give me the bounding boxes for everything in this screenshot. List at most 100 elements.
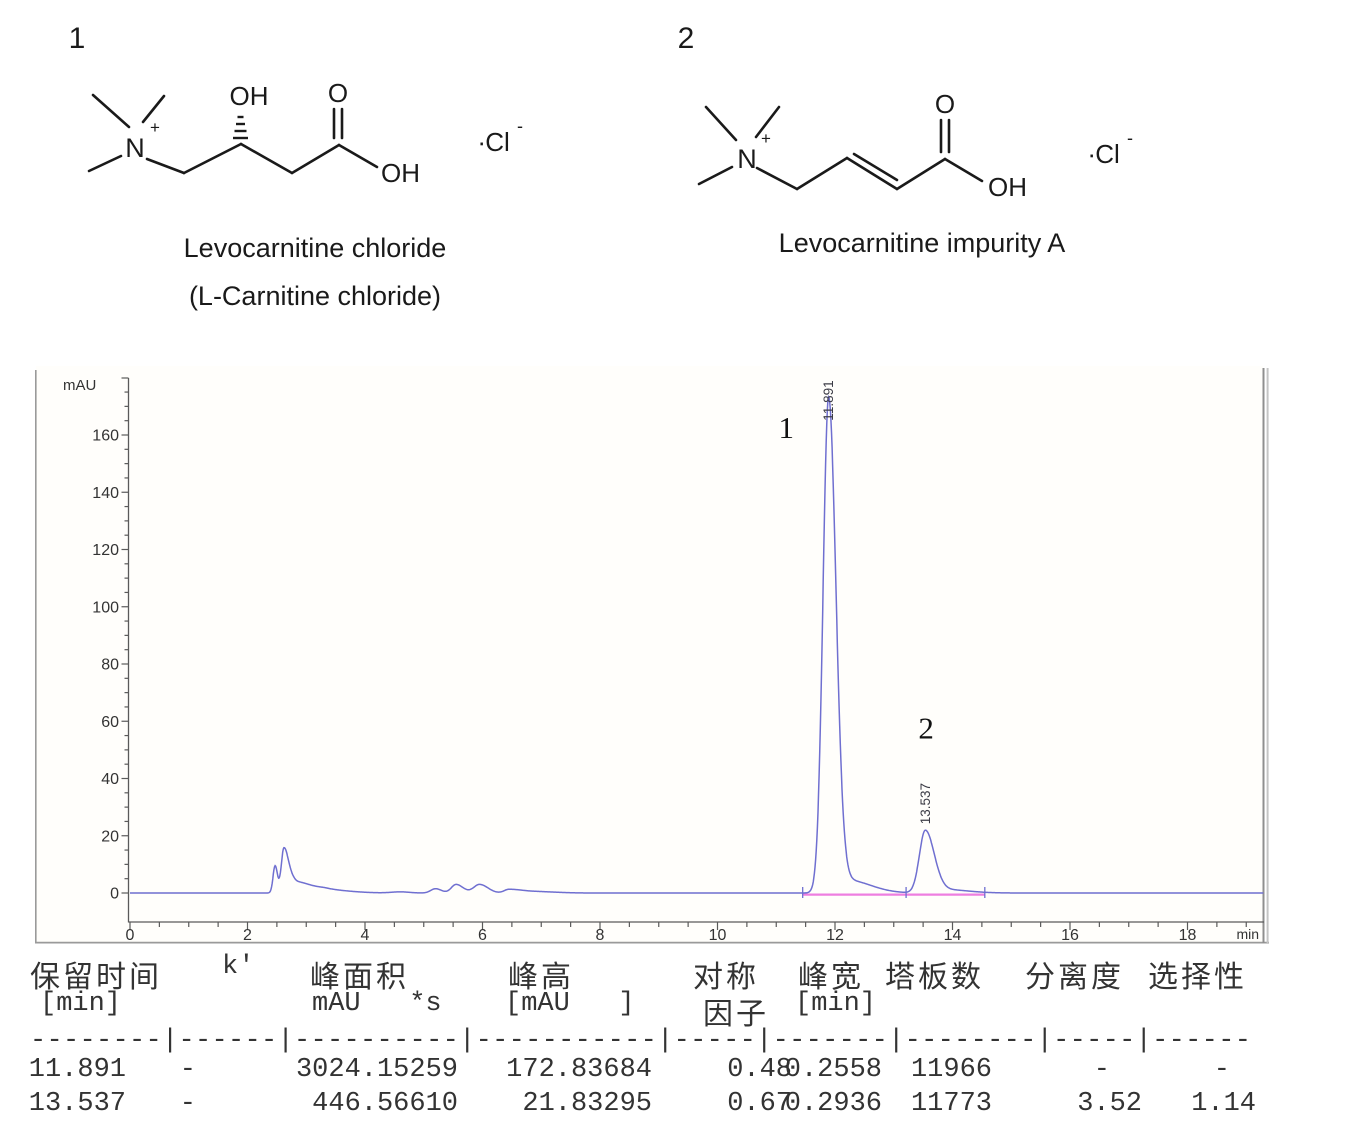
stereo-dashed-wedge [233,115,248,140]
chloride-counterion-label: ∙Cl [1088,139,1120,169]
table-cell: - [179,1089,196,1119]
y-tick-label: 0 [110,886,119,903]
peak-retention-label: 11.891 [821,380,836,420]
table-cell: 11966 [910,1055,992,1085]
x-tick-label: 16 [1061,927,1079,944]
double-bond [852,152,899,182]
table-cell: 11773 [910,1089,992,1119]
y-tick-label: 120 [92,542,119,559]
bond [943,157,984,183]
table-header-row-2: [min] mAU *s [mAU ] 因子 [min] [0,989,1362,1031]
table-cell: 1.14 [1191,1089,1256,1119]
y-tick-label: 20 [101,828,119,845]
structure-levocarnitine-chloride: N + OH O OH ∙Cl - Levocarnitine chloride… [87,78,523,311]
table-data-row: 13.537 - 446.56610 21.83295 0.67 0.2936 11773 3… [0,1089,1362,1125]
carbonyl-oxygen-label: O [935,89,955,119]
table-header: 对称 [693,961,759,994]
table-cell: - [179,1055,196,1085]
structure-levocarnitine-impurity-a: N + O OH ∙Cl - Levocarnitine impurity A [697,89,1133,258]
table-cell: 13.537 [28,1089,126,1119]
plot-background [36,366,1263,942]
table-cell: 21.83295 [522,1089,652,1119]
y-tick-label: 40 [101,771,119,788]
y-tick-label: 140 [92,485,119,502]
table-cell: 0.2558 [784,1055,882,1085]
table-cell: 3.52 [1077,1089,1142,1119]
x-tick-label: 12 [826,927,844,944]
table-header: k' [222,952,255,982]
bond [239,142,294,175]
x-tick-label: 0 [126,927,135,944]
chemical-structures: 1 2 N + OH O OH ∙Cl [69,22,1133,311]
bond [895,157,947,191]
table-header-unit: 因子 [703,998,769,1031]
structure-2-number: 2 [678,22,695,55]
table-header-unit: mAU *s [312,989,442,1019]
table-cell: - [1213,1055,1230,1085]
table-cell: 446.56610 [312,1089,458,1119]
table-header: 保留时间 [30,961,162,994]
table-separator-row: --------|------|----------|-----------|-… [0,1026,1362,1062]
peak-retention-label: 13.537 [918,783,933,824]
chloride-counterion-label: ∙Cl [478,127,510,157]
peak-results-table: 保留时间 k' 峰面积 峰高 对称 峰宽 塔板数 分离度 选择性 [min] mAU *s [mAU … [0,950,1362,1141]
table-header: 峰面积 [310,961,409,994]
double-bond [845,156,899,191]
carbonyl-oxygen-label: O [328,78,348,108]
y-tick-label: 80 [101,657,119,674]
bond [182,142,243,175]
x-tick-label: 2 [243,927,252,944]
peak-annotation-number: 2 [918,710,934,745]
chloride-charge-label: - [517,116,523,136]
table-header-row-1: 保留时间 k' 峰面积 峰高 对称 峰宽 塔板数 分离度 选择性 [0,952,1362,994]
table-header-unit: [min] [795,989,877,1019]
nitrogen-label: N [125,133,145,163]
table-header: 选择性 [1148,961,1247,994]
nitrogen-label: N [737,144,757,174]
table-cell: 0.2936 [784,1089,882,1119]
structure-1-number: 1 [69,22,86,55]
table-separator: --------|------|----------|-----------|-… [30,1026,1252,1056]
y-tick-label: 100 [92,599,119,616]
bond [755,166,799,191]
x-unit-label: min [1236,926,1259,942]
table-header: 分离度 [1025,961,1124,994]
table-cell: 172.83684 [506,1055,652,1085]
bond [337,143,379,169]
bond [87,154,123,173]
x-tick-label: 10 [709,927,727,944]
structure-1-caption-line1: Levocarnitine chloride [184,233,447,263]
x-tick-label: 18 [1179,927,1197,944]
y-tick-label: 60 [101,714,119,731]
bond [91,93,131,129]
bond [141,94,166,124]
hydroxyl-label: OH [230,81,269,111]
x-tick-label: 14 [944,927,962,944]
table-header: 塔板数 [885,961,984,994]
table-cell: 3024.15259 [295,1055,458,1085]
signal-trace [130,394,1264,894]
y-unit-label: mAU [63,377,96,394]
structure-2-caption: Levocarnitine impurity A [779,228,1066,258]
plus-charge-label: + [761,129,771,148]
acid-hydroxyl-label: OH [381,158,420,188]
chloride-charge-label: - [1127,128,1133,148]
table-header: 峰高 [508,961,574,994]
bond [754,105,781,139]
table-data-row: 11.891 - 3024.15259 172.83684 0.48 0.2558 1196… [0,1055,1362,1091]
y-tick-label: 160 [92,428,119,445]
acid-hydroxyl-label: OH [988,172,1027,202]
structure-1-caption-line2: (L-Carnitine chloride) [189,281,441,311]
bond [795,156,849,191]
table-cell: 0.67 [727,1089,792,1119]
table-cell: 0.48 [727,1055,792,1085]
table-cell: 11.891 [28,1055,126,1085]
bond [697,165,734,186]
table-header-unit: [mAU ] [505,989,635,1019]
peak-annotation-number: 1 [778,410,794,445]
table-header-unit: [min] [40,989,122,1019]
bond [145,157,186,175]
table-cell: - [1093,1055,1110,1085]
plus-charge-label: + [150,118,160,137]
